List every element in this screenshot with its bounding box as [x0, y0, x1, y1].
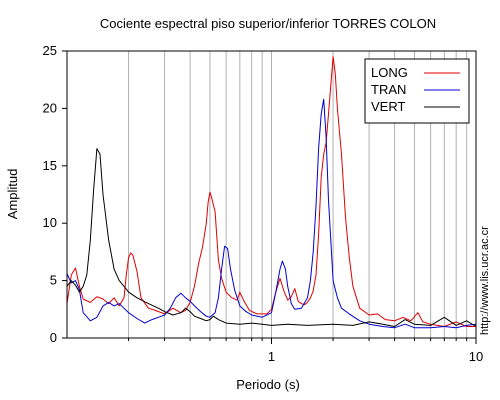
- legend: LONG TRAN VERT: [364, 58, 470, 124]
- y-axis-title: Amplitud: [5, 169, 20, 220]
- y-tick-label: 25: [43, 43, 57, 58]
- axis-ticks: 0 5 10 15 20 25 1 10: [43, 43, 484, 364]
- chart-title: Cociente espectral piso superior/inferio…: [100, 16, 436, 31]
- x-tick-label: 10: [469, 349, 483, 364]
- legend-label-vert: VERT: [371, 99, 405, 114]
- series-line-tran: [66, 98, 477, 329]
- series-line-long: [66, 56, 476, 327]
- x-tick-label: 1: [268, 349, 275, 364]
- y-tick-label: 15: [43, 158, 57, 173]
- legend-label-long: LONG: [371, 65, 408, 80]
- series-line-vert: [66, 148, 477, 327]
- legend-box: [364, 58, 470, 124]
- series-lines: [66, 56, 477, 329]
- x-axis-title: Periodo (s): [236, 377, 300, 392]
- y-tick-label: 10: [43, 215, 57, 230]
- legend-label-tran: TRAN: [371, 82, 406, 97]
- watermark-url: http://www.lis.ucr.ac.cr: [479, 226, 491, 335]
- y-tick-label: 0: [50, 330, 57, 345]
- y-tick-label: 20: [43, 100, 57, 115]
- y-tick-label: 5: [50, 273, 57, 288]
